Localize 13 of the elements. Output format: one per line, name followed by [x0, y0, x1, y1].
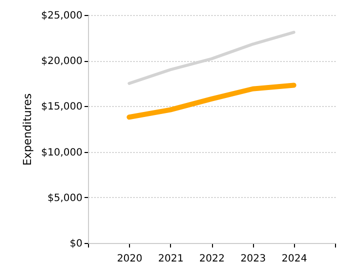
- y-axis-title: Expenditures: [21, 93, 34, 166]
- x-tick-label: 2022: [199, 254, 225, 264]
- x-tick-label: 2021: [158, 254, 184, 264]
- x-tick-label: 2020: [116, 254, 142, 264]
- y-tick-label: $20,000: [41, 56, 82, 68]
- y-tick-label: $0: [70, 238, 82, 250]
- y-tick-label: $25,000: [41, 10, 82, 22]
- y-tick-label: $5,000: [48, 192, 82, 204]
- x-tick-label: 2023: [240, 254, 266, 264]
- y-tick-label: $10,000: [41, 147, 82, 158]
- line-series: [128, 30, 296, 85]
- y-tick-label: $15,000: [41, 102, 82, 113]
- x-tick-label: 2024: [282, 254, 308, 264]
